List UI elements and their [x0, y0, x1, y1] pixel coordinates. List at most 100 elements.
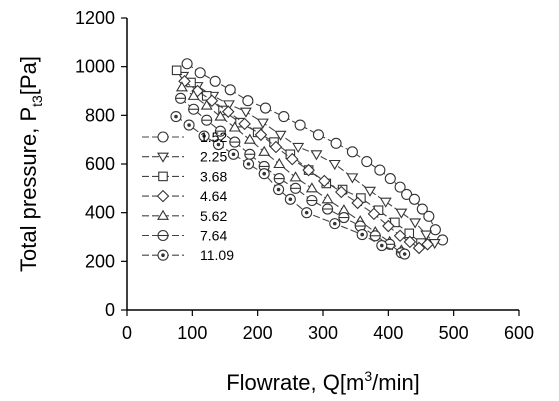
- series-4.64: [178, 74, 434, 255]
- data-point: [200, 99, 213, 110]
- data-point: [274, 130, 287, 141]
- legend-entry: 4.64: [142, 188, 227, 204]
- data-point: [401, 188, 413, 200]
- x-tick-label: 0: [122, 323, 132, 343]
- data-point: [330, 137, 342, 149]
- data-point: [393, 229, 407, 243]
- legend-label: 2.25: [200, 149, 227, 165]
- x-tick-label: 300: [308, 323, 338, 343]
- data-point: [258, 145, 271, 156]
- data-point: [306, 194, 318, 207]
- data-point: [329, 218, 341, 230]
- data-point: [416, 203, 428, 215]
- y-axis-title-tail: [Pa]: [16, 56, 41, 95]
- data-point: [227, 148, 240, 160]
- data-point: [209, 75, 221, 87]
- data-point: [346, 173, 359, 184]
- y-tick-label: 1200: [75, 8, 115, 28]
- legend-marker: [157, 131, 169, 143]
- data-point: [228, 121, 241, 132]
- data-point: [361, 156, 373, 168]
- y-tick-label: 800: [85, 105, 115, 125]
- data-point: [259, 102, 272, 114]
- series-line: [180, 97, 402, 254]
- data-point: [256, 118, 269, 129]
- legend-label: 11.09: [200, 247, 234, 263]
- data-point: [310, 150, 323, 161]
- data-point: [394, 181, 406, 193]
- x-axis-title-base: Flowrate, Q[m: [226, 370, 364, 395]
- data-point: [301, 207, 313, 219]
- x-tick-label: 500: [439, 323, 469, 343]
- data-point: [322, 203, 334, 215]
- x-tick-label: 100: [177, 323, 207, 343]
- data-point: [171, 65, 182, 76]
- y-tick-label: 1000: [75, 57, 115, 77]
- data-point: [408, 193, 421, 205]
- data-point: [338, 211, 350, 224]
- y-axis-title-subscript: t3: [29, 95, 45, 107]
- y-tick-label: 600: [85, 154, 115, 174]
- data-point: [395, 208, 408, 219]
- ticks: 0 200 400 600 800 1000 1200 0 100 200 300 400 500 600: [75, 8, 534, 343]
- y-tick-label: 0: [105, 300, 115, 320]
- data-point: [273, 184, 285, 196]
- legend-label: 3.68: [200, 168, 227, 184]
- data-point: [175, 81, 188, 92]
- data-point: [198, 130, 210, 142]
- data-point: [351, 196, 364, 210]
- data-point: [374, 164, 386, 176]
- data-point: [384, 173, 396, 185]
- data-point: [205, 94, 219, 108]
- legend-entry: 7.64: [142, 228, 227, 244]
- data-point: [214, 125, 226, 137]
- legend-label: 7.64: [200, 228, 227, 244]
- legend-entry: 11.09: [142, 247, 234, 263]
- x-axis-title-tail: /min]: [372, 370, 420, 395]
- data-point: [284, 193, 296, 205]
- legend-marker: [157, 229, 169, 242]
- legend-label: 4.64: [200, 188, 227, 204]
- data-point: [302, 163, 315, 177]
- legend-marker: [158, 171, 168, 182]
- data-point: [242, 95, 254, 107]
- x-axis-title: Flowrate, Q[m3/min]: [226, 368, 420, 395]
- y-axis-title: Total pressure, Pt3[Pa]: [16, 56, 45, 272]
- data-point: [221, 105, 235, 118]
- data-point: [429, 224, 441, 236]
- data-point: [188, 103, 200, 115]
- data-point: [367, 207, 381, 221]
- data-point: [214, 110, 227, 121]
- legend-marker: [157, 209, 169, 220]
- data-point: [239, 107, 252, 118]
- data-point: [321, 193, 334, 204]
- legend-entry: 5.62: [142, 208, 227, 224]
- data-point: [356, 229, 368, 241]
- y-tick-label: 400: [85, 203, 115, 223]
- data-point: [258, 168, 270, 180]
- series-line: [181, 86, 402, 251]
- data-point: [294, 119, 306, 131]
- data-point: [403, 235, 417, 249]
- data-point: [269, 140, 283, 154]
- data-point: [278, 111, 290, 123]
- data-point: [229, 136, 241, 148]
- data-point: [242, 158, 255, 170]
- data-point: [273, 173, 285, 185]
- data-point: [399, 248, 411, 260]
- x-tick-label: 200: [243, 323, 273, 343]
- data-point: [187, 89, 200, 100]
- legend-entry: 1.52: [142, 129, 227, 145]
- y-tick-label: 200: [85, 251, 115, 271]
- data-point: [244, 148, 256, 160]
- data-point: [254, 128, 268, 142]
- series-1.52: [181, 58, 449, 246]
- series-11.09: [170, 111, 411, 260]
- legend-marker: [157, 249, 169, 261]
- data-point: [420, 230, 433, 241]
- legend-entry: 2.25: [142, 149, 227, 165]
- x-tick-label: 400: [373, 323, 403, 343]
- data-point: [376, 239, 388, 252]
- data-point: [238, 117, 251, 131]
